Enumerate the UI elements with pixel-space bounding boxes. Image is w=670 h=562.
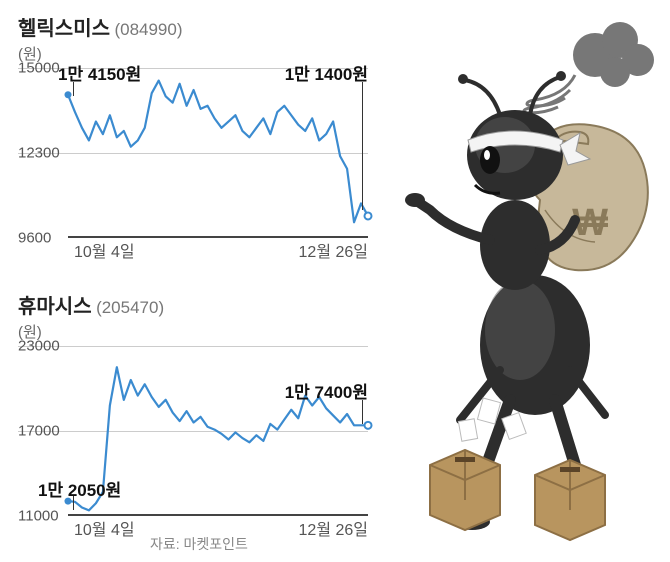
chart1-plot: 15000 12300 9600 10월 4일 12월 26일 1만 4150원… <box>18 68 368 238</box>
chart-helixmith: 헬릭스미스 (084990) (원) 15000 12300 9600 10월 … <box>18 12 378 272</box>
chart2-start-callout: 1만 2050원 <box>38 476 121 501</box>
chart2-unit: (원) <box>18 321 378 342</box>
ytick: 23000 <box>18 338 60 355</box>
ytick: 9600 <box>18 230 51 247</box>
source-label: 자료: 마켓포인트 <box>150 534 248 554</box>
chart2-plot: 23000 17000 11000 10월 4일 12월 26일 1만 2050… <box>18 346 368 516</box>
smoke-icon <box>524 22 654 113</box>
ant-investor-illustration: ₩ <box>360 0 670 562</box>
chart1-start-callout: 1만 4150원 <box>58 60 141 85</box>
xtick-start: 10월 4일 <box>74 516 135 540</box>
chart1-line <box>68 68 368 238</box>
chart-title-row: 헬릭스미스 (084990) <box>18 12 378 41</box>
chart2-title: 휴마시스 <box>18 296 92 318</box>
ytick: 17000 <box>18 423 60 440</box>
chart2-end-callout: 1만 7400원 <box>285 378 368 403</box>
xtick-start: 10월 4일 <box>74 238 135 262</box>
chart1-code: (084990) <box>114 20 182 39</box>
chart-humasys: 휴마시스 (205470) (원) 23000 17000 11000 10월 … <box>18 290 378 550</box>
ytick: 12300 <box>18 145 60 162</box>
callout-tick <box>73 82 74 96</box>
chart1-end-callout: 1만 1400원 <box>285 60 368 85</box>
ytick: 15000 <box>18 60 60 77</box>
xtick-end: 12월 26일 <box>299 238 368 262</box>
callout-tick <box>73 496 74 510</box>
ytick: 11000 <box>18 508 59 525</box>
chart-title-row: 휴마시스 (205470) <box>18 290 378 319</box>
xtick-end: 12월 26일 <box>299 516 368 540</box>
chart2-code: (205470) <box>96 298 164 317</box>
chart1-title: 헬릭스미스 <box>18 18 110 40</box>
